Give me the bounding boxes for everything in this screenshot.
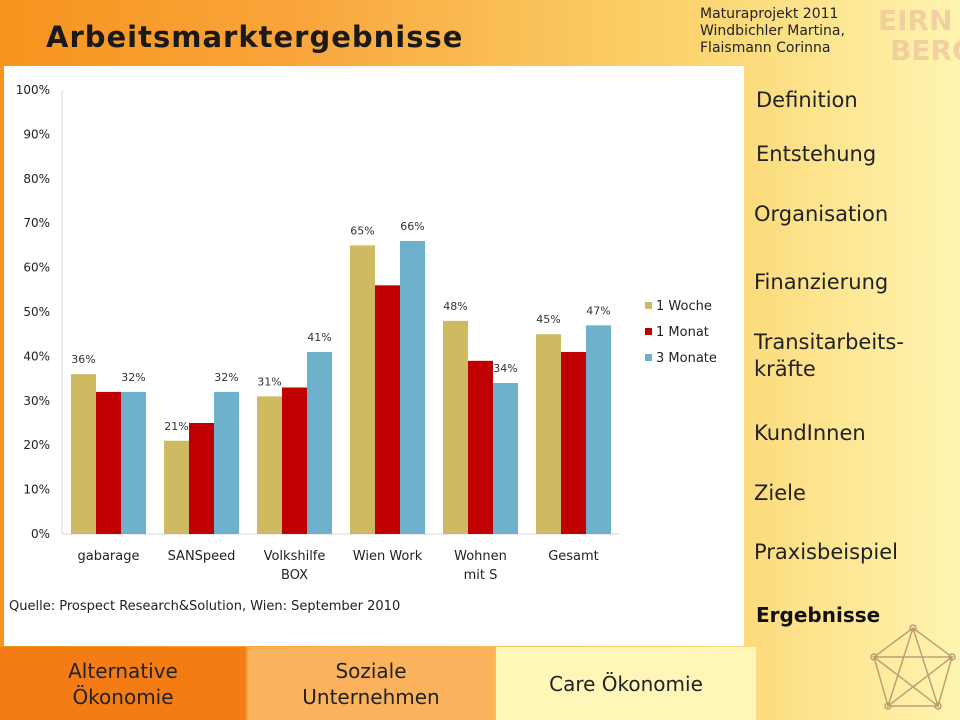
bar bbox=[189, 423, 214, 534]
bar bbox=[350, 245, 375, 534]
nav-item-entstehung[interactable]: Entstehung bbox=[756, 142, 877, 166]
y-tick-label: 0% bbox=[31, 527, 50, 541]
data-label: 31% bbox=[257, 375, 281, 388]
bar bbox=[536, 334, 561, 534]
x-tick-label: Wien Work bbox=[353, 549, 423, 564]
legend-label: 3 Monate bbox=[656, 351, 717, 366]
bar bbox=[443, 320, 468, 534]
tab-soziale-unternehmen[interactable]: Soziale Unternehmen bbox=[248, 647, 494, 720]
y-tick-label: 80% bbox=[23, 172, 50, 186]
y-tick-label: 20% bbox=[23, 438, 50, 452]
tab-label: Care Ökonomie bbox=[549, 671, 703, 696]
bar bbox=[71, 374, 96, 534]
bar bbox=[400, 240, 425, 534]
y-tick-label: 30% bbox=[23, 394, 50, 408]
bar bbox=[96, 391, 121, 534]
bar bbox=[561, 351, 586, 534]
logo-line: EIRN bbox=[878, 4, 953, 37]
bar bbox=[282, 387, 307, 534]
section-nav: Definition Entstehung Organisation Finan… bbox=[748, 66, 960, 646]
x-tick-label: Gesamt bbox=[548, 549, 599, 564]
legend-label: 1 Monat bbox=[656, 325, 709, 340]
author-line: Windbichler Martina, bbox=[700, 23, 845, 39]
legend-label: 1 Woche bbox=[656, 299, 712, 314]
y-tick-label: 10% bbox=[23, 483, 50, 497]
data-label: 66% bbox=[400, 220, 424, 233]
page-title: Arbeitsmarktergebnisse bbox=[46, 20, 464, 54]
bar bbox=[214, 391, 239, 534]
y-tick-label: 50% bbox=[23, 305, 50, 319]
bar-chart: 0% 10% 20% 30% 40% 50% 60% 70% 80% 90% 100% 36% 32% g… bbox=[16, 83, 717, 583]
x-tick-label: SANSpeed bbox=[168, 549, 236, 564]
nav-item-finanzierung[interactable]: Finanzierung bbox=[754, 270, 889, 294]
eibenberg-logo: EIRN BERG bbox=[878, 4, 960, 66]
tab-label: Unternehmen bbox=[302, 684, 440, 709]
bar bbox=[468, 360, 493, 534]
data-label: 32% bbox=[121, 371, 145, 384]
tab-label: Soziale bbox=[335, 658, 407, 683]
bar bbox=[164, 440, 189, 534]
x-tick-label: Wohnen bbox=[454, 549, 507, 564]
y-tick-label: 70% bbox=[23, 216, 50, 230]
tab-care-oekonomie[interactable]: Care Ökonomie bbox=[496, 647, 756, 720]
data-label: 65% bbox=[350, 224, 374, 237]
star-logo-icon bbox=[870, 624, 956, 710]
data-label: 41% bbox=[307, 331, 331, 344]
x-tick-label: Volkshilfe bbox=[264, 549, 326, 564]
bar bbox=[307, 351, 332, 534]
legend-swatch bbox=[645, 302, 652, 309]
author-line: Maturaprojekt 2011 bbox=[700, 6, 839, 22]
source-note: Quelle: Prospect Research&Solution, Wien… bbox=[9, 599, 401, 614]
tab-label: Alternative bbox=[68, 658, 178, 683]
bar bbox=[121, 391, 146, 534]
nav-item-transitarbeitskraefte[interactable]: Transitarbeits- kräfte bbox=[754, 329, 904, 383]
data-label: 48% bbox=[443, 300, 467, 313]
data-label: 36% bbox=[71, 353, 95, 366]
content-panel: 0% 10% 20% 30% 40% 50% 60% 70% 80% 90% 100% 36% 32% g… bbox=[4, 66, 744, 646]
tab-alternative-oekonomie[interactable]: Alternative Ökonomie bbox=[0, 647, 246, 720]
bar bbox=[493, 383, 518, 534]
header: Arbeitsmarktergebnisse Maturaprojekt 201… bbox=[0, 0, 960, 66]
data-label: 21% bbox=[164, 420, 188, 433]
y-tick-label: 100% bbox=[16, 83, 50, 97]
legend-swatch bbox=[645, 328, 652, 335]
data-label: 34% bbox=[493, 362, 517, 375]
legend-swatch bbox=[645, 354, 652, 361]
nav-item-label: kräfte bbox=[754, 357, 816, 381]
y-tick-label: 90% bbox=[23, 127, 50, 141]
data-label: 45% bbox=[536, 313, 560, 326]
y-tick-label: 40% bbox=[23, 349, 50, 363]
nav-item-praxisbeispiel[interactable]: Praxisbeispiel bbox=[754, 540, 898, 564]
data-label: 47% bbox=[586, 304, 610, 317]
tab-label: Ökonomie bbox=[72, 684, 174, 709]
nav-item-label: Transitarbeits- bbox=[754, 330, 904, 354]
nav-item-ziele[interactable]: Ziele bbox=[754, 481, 806, 505]
y-tick-label: 60% bbox=[23, 261, 50, 275]
bar bbox=[586, 325, 611, 534]
nav-item-definition[interactable]: Definition bbox=[756, 88, 858, 112]
logo-line: BERG bbox=[890, 34, 960, 66]
data-label: 32% bbox=[214, 371, 238, 384]
authors: Maturaprojekt 2011 Windbichler Martina, … bbox=[700, 6, 845, 57]
x-tick-label: mit S bbox=[464, 568, 498, 583]
nav-item-organisation[interactable]: Organisation bbox=[754, 202, 889, 226]
x-tick-label: gabarage bbox=[78, 549, 140, 564]
bar bbox=[375, 285, 400, 534]
author-line: Flaismann Corinna bbox=[700, 40, 831, 56]
x-tick-label: BOX bbox=[281, 568, 308, 583]
bar bbox=[257, 396, 282, 534]
nav-item-ergebnisse[interactable]: Ergebnisse bbox=[756, 603, 881, 627]
nav-item-kundinnen[interactable]: KundInnen bbox=[754, 421, 866, 445]
